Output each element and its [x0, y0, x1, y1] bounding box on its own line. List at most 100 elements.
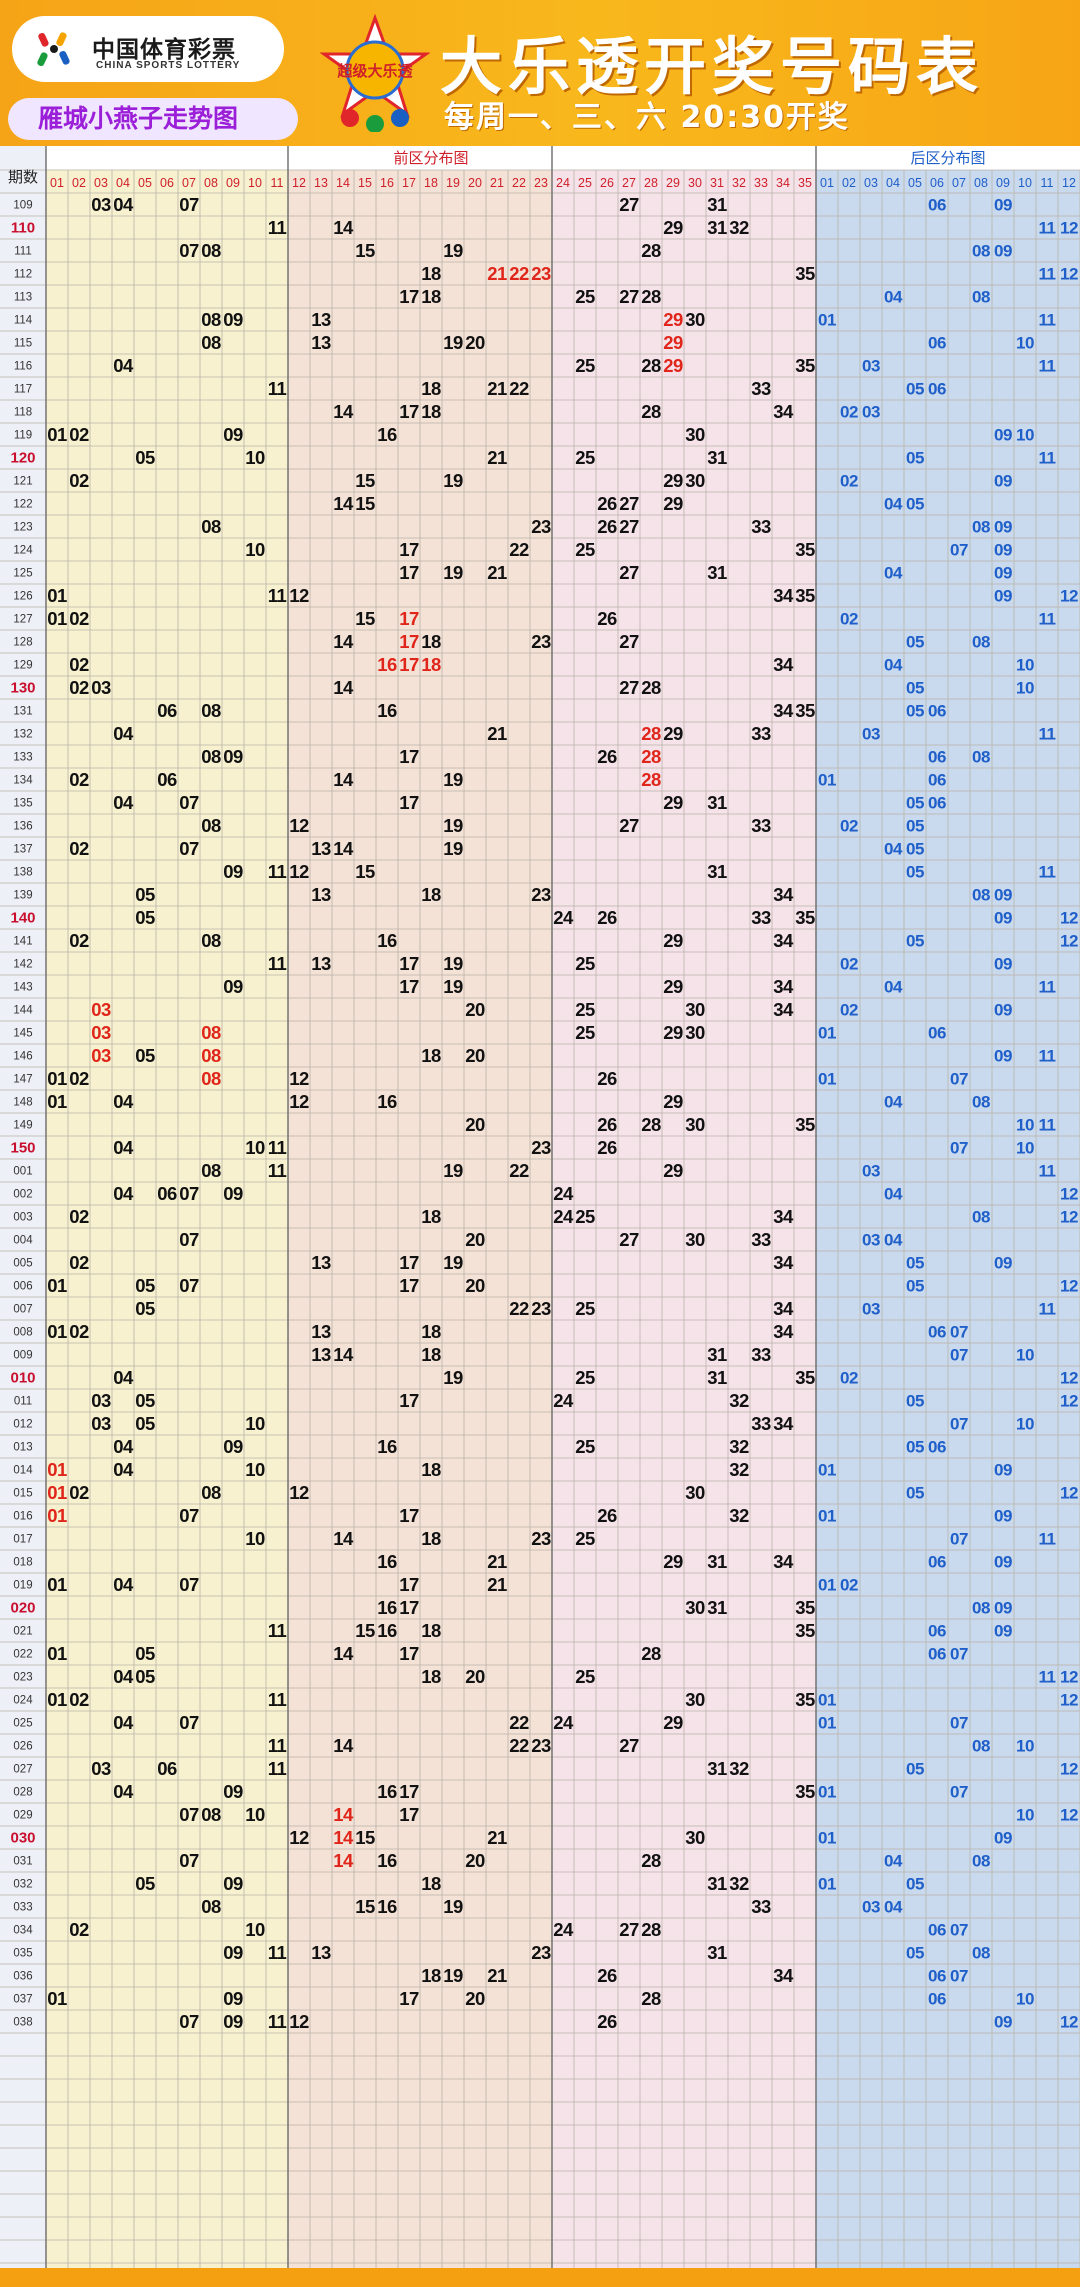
front-number: 18: [421, 654, 441, 675]
front-column-header: 33: [754, 176, 768, 190]
front-number: 31: [707, 447, 727, 468]
front-number: 01: [47, 1068, 67, 1089]
logo-english-text: CHINA SPORTS LOTTERY: [96, 60, 241, 71]
back-number: 09: [994, 472, 1012, 491]
front-number: 16: [377, 1091, 397, 1112]
front-number: 34: [773, 1965, 794, 1986]
front-number: 09: [223, 1781, 243, 1802]
footer-bar: [0, 2268, 1080, 2287]
front-column-header: 31: [710, 176, 724, 190]
back-number: 09: [994, 1553, 1012, 1572]
front-number: 03: [91, 1022, 111, 1043]
period-label: 119: [14, 430, 32, 442]
back-number: 09: [994, 955, 1012, 974]
front-number: 08: [201, 1045, 221, 1066]
front-number: 16: [377, 1896, 397, 1917]
back-number: 04: [884, 1852, 903, 1871]
front-number: 02: [69, 1068, 89, 1089]
front-number: 13: [311, 332, 331, 353]
back-number: 12: [1060, 265, 1078, 284]
front-number: 27: [619, 493, 639, 514]
front-number: 17: [399, 746, 419, 767]
back-number: 11: [1039, 1530, 1056, 1549]
back-column-header: 10: [1018, 176, 1032, 190]
back-number: 05: [906, 449, 924, 468]
front-number: 27: [619, 194, 639, 215]
front-number: 24: [553, 1712, 574, 1733]
back-number: 11: [1039, 1300, 1056, 1319]
back-number: 04: [884, 1185, 903, 1204]
back-column-header: 04: [886, 176, 900, 190]
front-number: 32: [729, 1873, 749, 1894]
front-number: 30: [685, 424, 705, 445]
period-label: 111: [14, 246, 31, 258]
back-column-header: 06: [930, 176, 944, 190]
front-number: 16: [377, 1850, 397, 1871]
front-number: 01: [47, 608, 67, 629]
period-label: 115: [14, 338, 32, 350]
back-number: 04: [884, 288, 903, 307]
front-number: 02: [69, 1919, 89, 1940]
front-number: 14: [333, 493, 354, 514]
front-number: 30: [685, 1689, 705, 1710]
front-number: 14: [333, 1735, 354, 1756]
front-number: 21: [487, 447, 507, 468]
back-number: 03: [862, 1300, 880, 1319]
front-column-header: 17: [402, 176, 416, 190]
front-number: 05: [135, 907, 155, 928]
front-number: 10: [245, 1804, 265, 1825]
back-number: 11: [1039, 1116, 1056, 1135]
front-number: 28: [641, 746, 661, 767]
period-label: 034: [13, 1925, 33, 1937]
front-number: 19: [443, 1896, 463, 1917]
front-number: 28: [641, 355, 661, 376]
front-number: 27: [619, 631, 639, 652]
front-number: 13: [311, 884, 331, 905]
back-number: 05: [906, 817, 924, 836]
front-number: 31: [707, 1551, 727, 1572]
front-number: 04: [113, 194, 134, 215]
front-number: 26: [597, 516, 617, 537]
front-number: 01: [47, 1988, 67, 2009]
back-number: 10: [1016, 1806, 1034, 1825]
front-number: 04: [113, 1436, 134, 1457]
front-number: 30: [685, 470, 705, 491]
front-number: 26: [597, 1965, 617, 1986]
front-number: 11: [268, 1758, 287, 1779]
back-number: 09: [994, 1047, 1012, 1066]
front-number: 08: [201, 1022, 221, 1043]
back-number: 06: [928, 771, 946, 790]
front-number: 14: [333, 1344, 354, 1365]
front-number: 35: [795, 1781, 815, 1802]
front-number: 28: [641, 1114, 661, 1135]
front-number: 16: [377, 700, 397, 721]
back-number: 12: [1060, 1208, 1078, 1227]
front-number: 24: [553, 1390, 574, 1411]
period-label: 136: [13, 821, 32, 833]
front-number: 19: [443, 769, 463, 790]
front-number: 29: [663, 930, 683, 951]
back-number: 01: [818, 1024, 836, 1043]
back-number: 05: [906, 1438, 924, 1457]
period-label: 110: [11, 220, 35, 237]
back-number: 06: [928, 748, 946, 767]
front-number: 04: [113, 1574, 134, 1595]
front-number: 16: [377, 930, 397, 951]
front-number: 31: [707, 792, 727, 813]
back-number: 07: [950, 1323, 968, 1342]
front-number: 08: [201, 700, 221, 721]
front-column-header: 14: [336, 176, 350, 190]
back-number: 04: [884, 1231, 903, 1250]
front-number: 34: [773, 999, 794, 1020]
front-number: 27: [619, 815, 639, 836]
period-label: 109: [13, 200, 32, 212]
front-number: 08: [201, 516, 221, 537]
back-number: 12: [1060, 1484, 1078, 1503]
front-number: 18: [421, 401, 441, 422]
front-number: 15: [355, 861, 375, 882]
front-number: 17: [399, 608, 419, 629]
front-number: 05: [135, 1390, 155, 1411]
front-number: 03: [91, 194, 111, 215]
front-number: 19: [443, 838, 463, 859]
front-number: 11: [268, 1160, 287, 1181]
